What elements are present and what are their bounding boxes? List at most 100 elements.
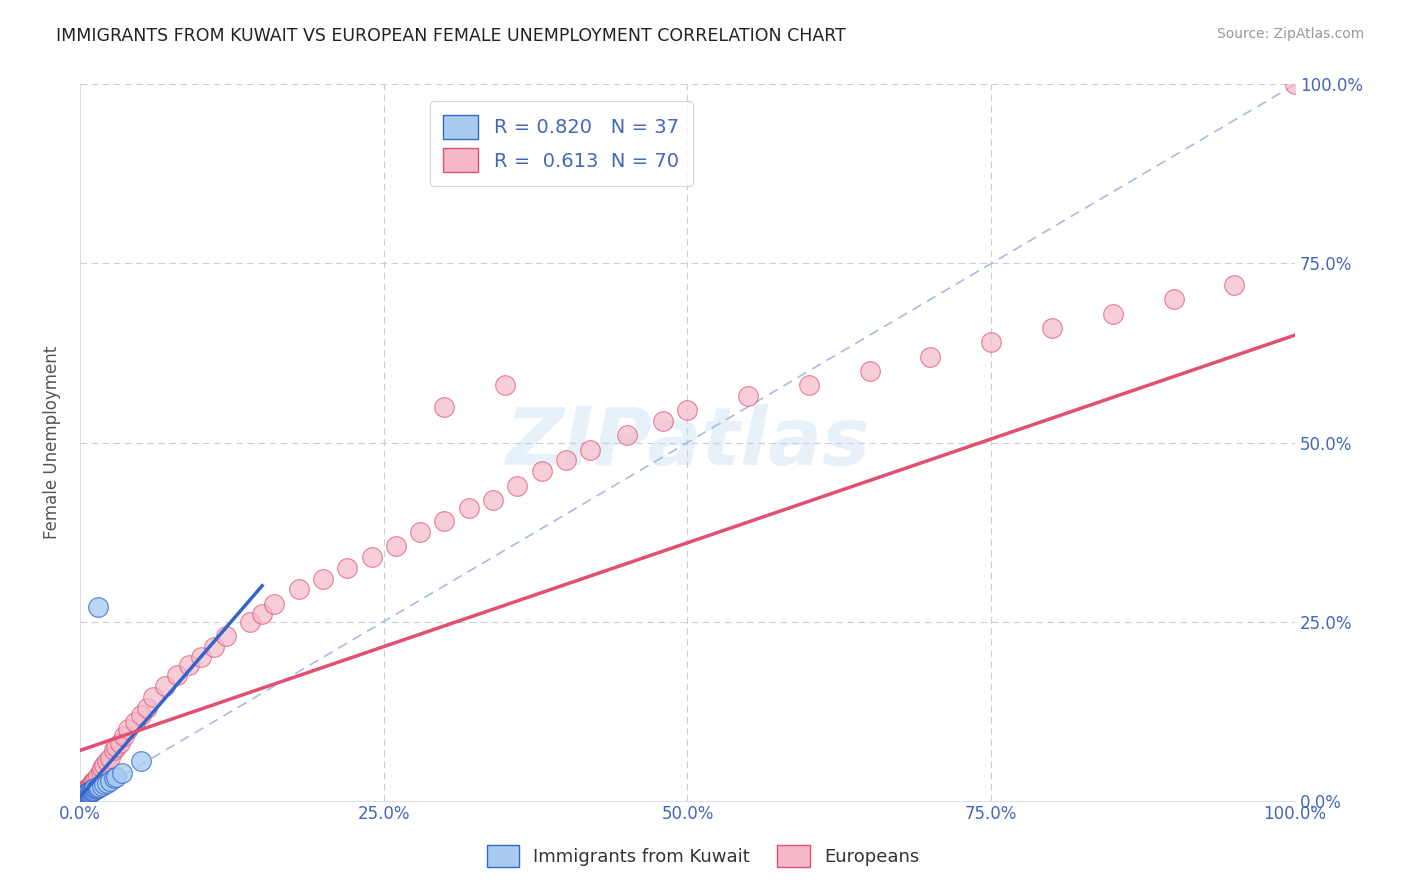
- Point: [80, 776, 103, 790]
- Text: Source: ZipAtlas.com: Source: ZipAtlas.com: [1216, 27, 1364, 41]
- Point: [105, 739, 128, 754]
- Point: [82, 783, 104, 797]
- Point: [336, 561, 359, 575]
- Point: [72, 785, 94, 799]
- Point: [96, 754, 118, 768]
- Point: [75, 782, 97, 797]
- Point: [72, 788, 94, 802]
- Point: [89, 764, 111, 779]
- Point: [80, 778, 103, 792]
- Point: [287, 582, 309, 597]
- Point: [112, 729, 135, 743]
- Point: [409, 524, 432, 539]
- Point: [96, 775, 118, 789]
- Point: [202, 640, 225, 654]
- Text: IMMIGRANTS FROM KUWAIT VS EUROPEAN FEMALE UNEMPLOYMENT CORRELATION CHART: IMMIGRANTS FROM KUWAIT VS EUROPEAN FEMAL…: [56, 27, 846, 45]
- Point: [530, 464, 553, 478]
- Point: [89, 780, 111, 794]
- Point: [82, 775, 104, 789]
- Point: [80, 785, 103, 799]
- Point: [69, 791, 91, 805]
- Point: [980, 335, 1002, 350]
- Point: [72, 787, 94, 801]
- Point: [72, 789, 94, 803]
- Point: [76, 787, 98, 801]
- Point: [676, 403, 699, 417]
- Point: [87, 781, 110, 796]
- Point: [98, 773, 121, 788]
- Point: [616, 428, 638, 442]
- Point: [83, 781, 105, 796]
- Point: [79, 786, 101, 800]
- Point: [579, 442, 602, 457]
- Point: [108, 736, 131, 750]
- Point: [75, 788, 97, 802]
- Point: [83, 783, 105, 797]
- Point: [215, 629, 238, 643]
- Point: [433, 400, 456, 414]
- Point: [90, 779, 112, 793]
- Point: [153, 679, 176, 693]
- Point: [457, 501, 479, 516]
- Point: [70, 790, 93, 805]
- Point: [93, 757, 115, 772]
- Point: [73, 789, 96, 803]
- Point: [482, 492, 505, 507]
- Point: [75, 787, 97, 801]
- Point: [73, 783, 96, 797]
- Point: [360, 550, 382, 565]
- Point: [76, 783, 98, 797]
- Point: [72, 790, 94, 805]
- Point: [652, 414, 675, 428]
- Point: [129, 754, 152, 768]
- Point: [70, 790, 93, 805]
- Point: [80, 783, 103, 797]
- Point: [433, 514, 456, 528]
- Legend: R = 0.820   N = 37, R =  0.613  N = 70: R = 0.820 N = 37, R = 0.613 N = 70: [430, 102, 693, 186]
- Point: [103, 743, 125, 757]
- Point: [87, 768, 110, 782]
- Point: [190, 650, 212, 665]
- Point: [494, 378, 516, 392]
- Point: [1284, 78, 1306, 92]
- Point: [77, 780, 100, 795]
- Text: ZIPatlas: ZIPatlas: [505, 403, 870, 482]
- Point: [797, 378, 820, 392]
- Point: [73, 787, 96, 801]
- Point: [87, 600, 110, 615]
- Point: [77, 785, 100, 799]
- Point: [77, 787, 100, 801]
- Point: [79, 784, 101, 798]
- Point: [129, 707, 152, 722]
- Point: [111, 766, 134, 780]
- Point: [1040, 321, 1063, 335]
- Point: [920, 350, 942, 364]
- Point: [142, 690, 165, 704]
- Point: [312, 572, 335, 586]
- Point: [859, 364, 882, 378]
- Point: [117, 722, 139, 736]
- Point: [86, 780, 108, 795]
- Point: [385, 540, 408, 554]
- Point: [506, 478, 529, 492]
- Point: [72, 787, 94, 801]
- Point: [80, 784, 103, 798]
- Point: [166, 668, 188, 682]
- Point: [103, 772, 125, 786]
- Point: [555, 453, 578, 467]
- Point: [76, 786, 98, 800]
- Point: [105, 770, 128, 784]
- Point: [70, 789, 93, 804]
- Point: [72, 789, 94, 804]
- Point: [70, 788, 93, 802]
- Legend: Immigrants from Kuwait, Europeans: Immigrants from Kuwait, Europeans: [479, 838, 927, 874]
- Point: [239, 615, 262, 629]
- Point: [1223, 277, 1246, 292]
- Point: [98, 750, 121, 764]
- Point: [90, 761, 112, 775]
- Point: [72, 789, 94, 803]
- Point: [250, 607, 273, 622]
- Point: [75, 784, 97, 798]
- Point: [83, 773, 105, 788]
- Y-axis label: Female Unemployment: Female Unemployment: [44, 346, 60, 539]
